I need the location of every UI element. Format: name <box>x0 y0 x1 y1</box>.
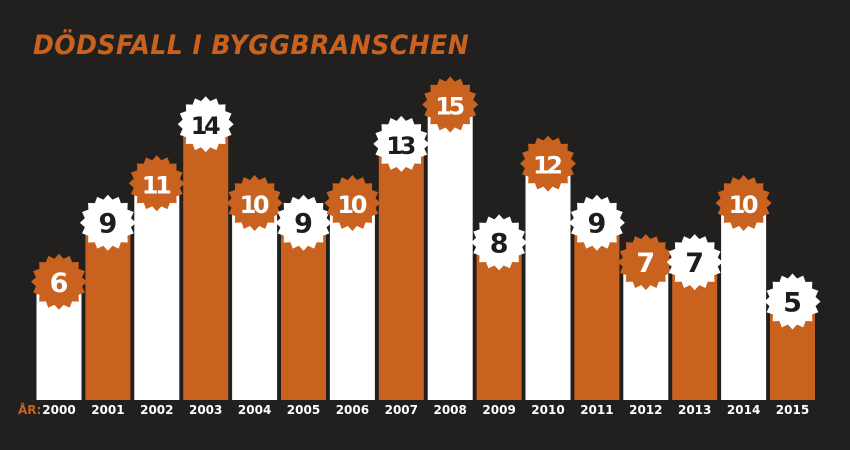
data-label: 8 <box>490 228 509 259</box>
data-label: 15 <box>435 93 465 121</box>
x-tick-label: 2003 <box>189 403 222 417</box>
data-label: 7 <box>685 248 704 279</box>
saw-blade-icon <box>177 96 234 153</box>
bar-2005 <box>281 222 326 400</box>
x-tick-label: 2008 <box>433 403 466 417</box>
x-axis: ÅR: 2000 2001 2002 2003 2004 2005 2006 2007 2008… <box>18 402 809 417</box>
bar-2014 <box>721 203 767 400</box>
saw-blade-shape <box>324 175 381 231</box>
bar-2011 <box>574 222 620 400</box>
chart-title: DÖDSFALL I BYGGBRANSCHEN <box>33 30 470 61</box>
saw-blade-shape <box>31 253 87 310</box>
x-tick-label: 2015 <box>776 403 809 417</box>
saw-blade-icon <box>715 175 772 231</box>
data-label: 6 <box>50 268 69 299</box>
x-tick-label: 2014 <box>727 403 760 417</box>
data-label: 5 <box>783 288 802 319</box>
saw-blade-icon <box>520 135 576 192</box>
saw-blade-shape <box>422 76 479 133</box>
data-label: 14 <box>191 112 221 140</box>
saw-blade-shape <box>715 175 772 231</box>
saw-blade-icon <box>422 76 479 133</box>
saw-blade-shape <box>226 175 283 231</box>
x-tick-label: 2005 <box>287 403 320 417</box>
saw-blade-icon <box>666 234 723 291</box>
saw-blade-icon <box>79 194 136 251</box>
x-tick-label: 2006 <box>336 403 369 417</box>
data-label: 12 <box>533 152 563 180</box>
x-tick-label: 2011 <box>580 403 613 417</box>
x-tick-label: 2002 <box>140 403 173 417</box>
x-tick-label: 2013 <box>678 403 711 417</box>
x-tick-label: 2009 <box>482 403 515 417</box>
bar-2003 <box>183 124 229 400</box>
bar-2007 <box>378 143 424 400</box>
x-axis-label: ÅR: <box>18 402 41 417</box>
saw-blade-icon <box>373 115 430 172</box>
x-tick-label: 2000 <box>42 403 75 417</box>
data-label: 10 <box>729 191 759 219</box>
saw-blade-icon <box>226 175 283 231</box>
data-label: 13 <box>386 132 416 160</box>
bar-2001 <box>85 222 131 400</box>
data-label: 10 <box>240 191 270 219</box>
saw-blade-shape <box>617 234 674 291</box>
saw-blade-shape <box>764 273 821 330</box>
saw-blade-icon <box>617 234 674 291</box>
data-label: 9 <box>294 209 313 240</box>
saw-blade-icon <box>764 273 821 330</box>
x-tick-label: 2012 <box>629 403 662 417</box>
data-label: 9 <box>588 209 607 240</box>
x-tick-label: 2004 <box>238 403 271 417</box>
bar-2004 <box>232 203 278 400</box>
saw-blade-icon <box>471 214 528 271</box>
bars-layer <box>36 104 815 400</box>
saw-blade-shape <box>275 194 332 251</box>
saw-blade-icon <box>128 155 185 212</box>
bar-2010 <box>525 163 571 400</box>
saw-blade-shape <box>373 115 430 172</box>
saw-blade-icon <box>568 194 625 251</box>
saw-blade-shape <box>666 234 723 291</box>
saw-blade-icon <box>275 194 332 251</box>
saw-blade-shape <box>568 194 625 251</box>
saw-blade-shape <box>79 194 136 251</box>
x-tick-label: 2007 <box>385 403 418 417</box>
bar-2008 <box>427 104 473 400</box>
data-label: 10 <box>337 191 367 219</box>
saw-blade-shape <box>471 214 528 271</box>
saw-blade-icon <box>31 253 87 310</box>
data-label: 7 <box>636 248 655 279</box>
bar-2006 <box>329 203 375 400</box>
saw-blade-shape <box>128 155 185 212</box>
saw-blade-icon <box>324 175 381 231</box>
data-label: 11 <box>142 171 172 199</box>
bar-2002 <box>134 183 180 400</box>
x-tick-label: 2001 <box>91 403 124 417</box>
saw-blade-shape <box>177 96 234 153</box>
data-label: 9 <box>99 209 118 240</box>
x-tick-label: 2010 <box>531 403 564 417</box>
saw-blade-shape <box>520 135 576 192</box>
